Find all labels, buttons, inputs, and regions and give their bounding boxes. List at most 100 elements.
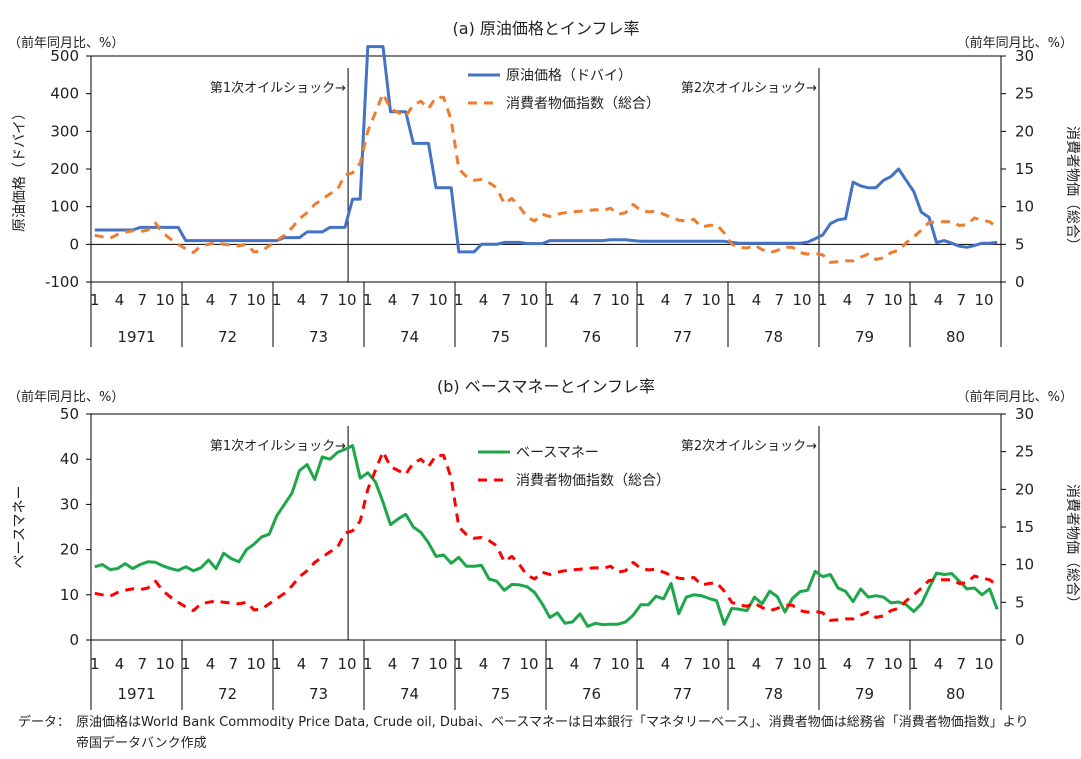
month-label: 10 — [519, 655, 538, 673]
month-label: 1 — [545, 291, 555, 309]
year-label: 78 — [764, 685, 783, 703]
chart-panel-1: (b) ベースマネーとインフレ率（前年同月比、%） （前年同月比、%）010203… — [8, 377, 1080, 710]
month-label: 7 — [957, 655, 967, 673]
month-label: 4 — [843, 291, 853, 309]
month-label: 10 — [337, 291, 356, 309]
y-right-axis-label: 消費者物価（総合） — [1064, 484, 1080, 610]
source-label: データ： — [18, 715, 71, 730]
month-label: 1 — [727, 291, 737, 309]
month-label: 1 — [545, 655, 555, 673]
month-label: 4 — [479, 655, 489, 673]
month-label: 7 — [866, 655, 876, 673]
y-right-tick-label: 0 — [1015, 631, 1025, 649]
month-label: 1 — [636, 291, 646, 309]
chart-title: (a) 原油価格とインフレ率 — [453, 19, 640, 38]
year-label: 76 — [582, 685, 601, 703]
month-label: 10 — [701, 291, 720, 309]
month-label: 7 — [138, 291, 148, 309]
month-label: 1 — [90, 291, 100, 309]
month-label: 10 — [428, 291, 447, 309]
month-label: 4 — [388, 655, 398, 673]
year-label: 76 — [582, 328, 601, 346]
month-label: 1 — [818, 291, 828, 309]
month-label: 10 — [883, 291, 902, 309]
y-tick-label: 30 — [60, 495, 79, 513]
series-line-0 — [94, 444, 999, 628]
month-label: 10 — [428, 655, 447, 673]
left-axis-unit: （前年同月比、%） — [8, 35, 124, 51]
source-text: 原油価格はWorld Bank Commodity Price Data, Cr… — [76, 715, 1029, 730]
month-label: 10 — [610, 655, 629, 673]
series-line-1 — [94, 450, 999, 622]
y-right-tick-label: 10 — [1015, 198, 1034, 216]
source-note: データ： 原油価格はWorld Bank Commodity Price Data… — [18, 712, 1029, 754]
month-label: 4 — [115, 291, 125, 309]
month-label: 10 — [974, 655, 993, 673]
month-label: 7 — [411, 655, 421, 673]
month-label: 4 — [206, 655, 216, 673]
month-label: 4 — [115, 655, 125, 673]
oil-shock-label: 第2次オイルショック→ — [681, 80, 817, 96]
month-label: 4 — [297, 291, 307, 309]
y-tick-label: 10 — [60, 586, 79, 604]
month-label: 10 — [155, 655, 174, 673]
month-label: 10 — [337, 655, 356, 673]
month-label: 7 — [320, 291, 330, 309]
month-label: 10 — [974, 291, 993, 309]
y-axis-label: ベースマネー — [12, 486, 28, 569]
y-tick-label: 500 — [50, 47, 79, 65]
chart-title: (b) ベースマネーとインフレ率 — [437, 377, 655, 396]
year-label: 74 — [400, 328, 419, 346]
y-right-tick-label: 5 — [1015, 593, 1025, 611]
y-axis-label: 原油価格（ドバイ） — [12, 106, 28, 232]
month-label: 1 — [454, 655, 464, 673]
month-label: 7 — [775, 655, 785, 673]
month-label: 10 — [155, 291, 174, 309]
y-tick-label: 40 — [60, 450, 79, 468]
month-label: 4 — [570, 291, 580, 309]
y-right-tick-label: 10 — [1015, 556, 1034, 574]
y-right-tick-label: 25 — [1015, 85, 1034, 103]
chart-canvas: (a) 原油価格とインフレ率（前年同月比、%） （前年同月比、%）-1000100… — [8, 19, 1080, 710]
month-label: 4 — [752, 655, 762, 673]
series-line-0 — [94, 45, 998, 254]
month-label: 1 — [727, 655, 737, 673]
y-right-tick-label: 5 — [1015, 235, 1025, 253]
month-label: 10 — [701, 655, 720, 673]
month-label: 1 — [363, 655, 373, 673]
month-label: 1 — [454, 291, 464, 309]
month-label: 7 — [957, 291, 967, 309]
year-label: 78 — [764, 328, 783, 346]
month-label: 7 — [229, 655, 239, 673]
y-right-tick-label: 20 — [1015, 480, 1034, 498]
month-label: 1 — [272, 291, 282, 309]
y-tick-label: 20 — [60, 541, 79, 559]
right-axis-unit: （前年同月比、%） — [957, 35, 1073, 51]
month-label: 10 — [519, 291, 538, 309]
month-label: 7 — [502, 655, 512, 673]
month-label: 10 — [883, 655, 902, 673]
month-label: 4 — [297, 655, 307, 673]
year-label: 73 — [309, 685, 328, 703]
y-right-tick-label: 15 — [1015, 160, 1034, 178]
y-tick-label: 400 — [50, 85, 79, 103]
month-label: 7 — [229, 291, 239, 309]
month-label: 7 — [684, 655, 694, 673]
month-label: 10 — [792, 291, 811, 309]
month-label: 1 — [181, 291, 191, 309]
left-axis-unit: （前年同月比、%） — [8, 389, 124, 405]
y-tick-label: 0 — [69, 631, 79, 649]
month-label: 1 — [909, 291, 919, 309]
year-label: 80 — [946, 685, 965, 703]
year-label: 72 — [218, 685, 237, 703]
year-label: 80 — [946, 328, 965, 346]
series-line-1 — [94, 92, 999, 264]
month-label: 4 — [479, 291, 489, 309]
month-label: 4 — [661, 655, 671, 673]
oil-shock-label: 第1次オイルショック→ — [210, 438, 346, 454]
y-tick-label: 100 — [50, 198, 79, 216]
y-right-axis-label: 消費者物価（総合） — [1064, 126, 1080, 252]
y-tick-label: 300 — [50, 122, 79, 140]
y-right-tick-label: 25 — [1015, 443, 1034, 461]
month-label: 7 — [320, 655, 330, 673]
